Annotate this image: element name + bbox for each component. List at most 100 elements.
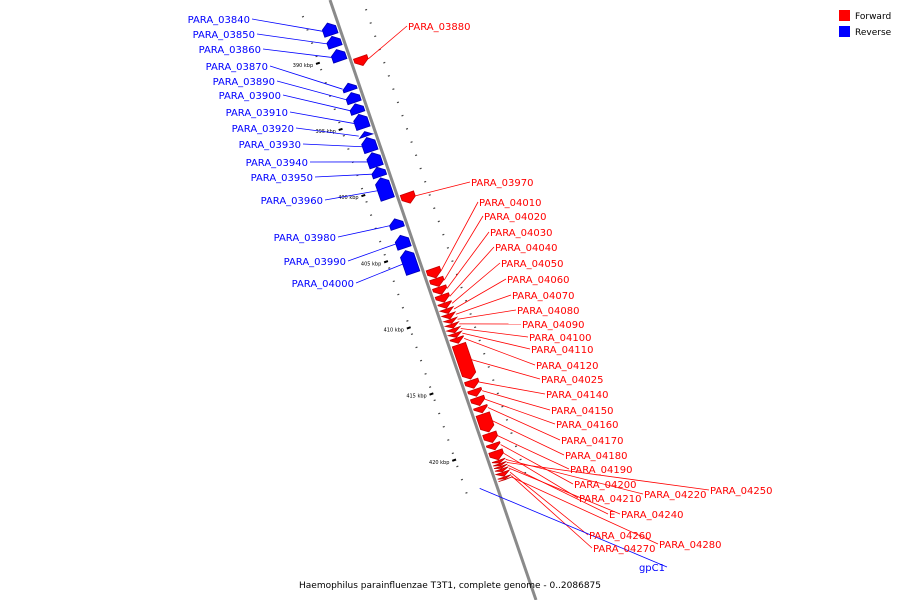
leader-E	[507, 464, 609, 515]
legend: Forward Reverse	[839, 10, 892, 38]
gene-label-PARA_04210: PARA_04210	[579, 494, 641, 505]
minor-tick	[451, 260, 454, 263]
legend-forward-swatch	[839, 10, 850, 21]
minor-tick	[405, 127, 409, 130]
gene-label-PARA_04170: PARA_04170	[561, 436, 623, 447]
leader-PARA_03930	[302, 143, 363, 148]
leader-PARA_04040	[449, 246, 495, 297]
gene-PARA_03870	[342, 82, 358, 94]
gene-PARA_04190	[482, 430, 498, 444]
leader-PARA_04270	[511, 475, 593, 549]
minor-tick	[442, 233, 445, 236]
leader-PARA_04100	[460, 328, 529, 338]
leader-PARA_04240	[508, 467, 621, 515]
minor-tick	[401, 114, 404, 117]
gene-label-PARA_04060: PARA_04060	[507, 275, 569, 286]
gene-label-PARA_04070: PARA_04070	[512, 291, 574, 302]
gene-label-PARA_04025: PARA_04025	[541, 375, 603, 386]
gene-PARA_03900	[349, 103, 366, 116]
minor-tick	[514, 445, 518, 448]
gene-PARA_03950	[371, 166, 388, 180]
gene-label-PARA_04140: PARA_04140	[546, 390, 608, 401]
leader-PARA_04020	[443, 215, 484, 281]
minor-tick	[406, 320, 409, 322]
leader-PARA_03890	[276, 80, 347, 101]
gene-label-PARA_04200: PARA_04200	[574, 480, 636, 491]
leader-PARA_04250	[506, 462, 710, 491]
leader-PARA_03960	[324, 190, 378, 201]
minor-tick	[473, 326, 477, 329]
minor-tick	[428, 194, 431, 196]
leader-PARA_04140	[479, 381, 546, 395]
leader-PARA_04200	[500, 444, 574, 485]
gene-PARA_04080	[442, 316, 459, 324]
minor-tick	[487, 366, 490, 368]
gene-label-PARA_04220: PARA_04220	[644, 490, 706, 501]
minor-tick	[496, 392, 499, 395]
minor-tick	[460, 286, 463, 289]
gene-PARA_04110	[446, 330, 463, 338]
gene-label-PARA_03920: PARA_03920	[232, 124, 294, 135]
leader-PARA_04025	[471, 359, 541, 380]
gene-PARA_03840	[321, 22, 339, 38]
gene-PARA_03920	[358, 131, 375, 140]
leader-PARA_04120	[464, 338, 536, 366]
gene-PARA_04030	[432, 284, 448, 295]
scale-label: 410 kbp	[384, 327, 404, 333]
gene-label-PARA_03880: PARA_03880	[408, 22, 470, 33]
gene-label-PARA_04030: PARA_04030	[490, 228, 552, 239]
minor-tick	[401, 306, 405, 309]
gene-PARA_04260	[494, 469, 511, 477]
leader-PARA_03900	[282, 94, 351, 112]
minor-tick	[387, 75, 390, 77]
minor-tick	[447, 439, 450, 441]
gene-label-PARA_04190: PARA_04190	[570, 465, 632, 476]
leader-PARA_04030	[446, 231, 490, 289]
gene-PARA_03850	[326, 35, 343, 50]
minor-tick	[424, 180, 427, 183]
minor-tick	[501, 405, 504, 408]
gene-PARA_04170	[473, 404, 488, 414]
minor-tick	[333, 108, 336, 111]
gene-PARA_04180	[475, 411, 495, 433]
scale-label: 405 kbp	[361, 261, 381, 267]
minor-tick	[379, 240, 382, 243]
gene-label-PARA_03930: PARA_03930	[239, 140, 301, 151]
gene-label-PARA_03910: PARA_03910	[226, 108, 288, 119]
gene-label-PARA_03900: PARA_03900	[219, 91, 281, 102]
gene-PARA_04120	[449, 335, 464, 344]
minor-tick	[310, 42, 314, 45]
gene-label-PARA_03940: PARA_03940	[246, 158, 308, 169]
gene-label-E: E	[609, 510, 615, 521]
minor-tick	[492, 379, 495, 382]
minor-tick	[369, 22, 372, 24]
gene-label-gpC1: gpC1	[639, 563, 665, 574]
gene-PARA_04050	[437, 300, 452, 309]
minor-tick	[410, 141, 413, 143]
gene-label-PARA_03970: PARA_03970	[471, 178, 533, 189]
minor-tick	[388, 267, 391, 269]
gene-PARA_03990	[394, 234, 412, 251]
gene-PARA_04200	[485, 441, 501, 451]
minor-tick	[505, 418, 509, 421]
minor-tick	[433, 399, 436, 402]
leader-gpC1	[479, 487, 668, 568]
minor-tick	[456, 465, 459, 468]
gene-PARA_03910	[353, 113, 371, 132]
leader-PARA_04280	[511, 476, 659, 545]
leader-PARA_04210	[503, 452, 579, 499]
minor-tick	[428, 386, 432, 388]
leader-PARA_03880	[367, 25, 408, 60]
gene-PARA_04090	[443, 321, 460, 329]
leader-PARA_04190	[497, 435, 570, 470]
gene-PARA_04000	[400, 250, 421, 276]
minor-tick	[364, 8, 368, 11]
gene-label-PARA_04260: PARA_04260	[589, 531, 651, 542]
minor-tick	[374, 35, 377, 38]
gene-PARA_04100	[445, 325, 462, 334]
gene-PARA_03880	[352, 54, 369, 67]
leader-PARA_04150	[481, 390, 551, 411]
legend-reverse-swatch	[839, 26, 850, 37]
minor-tick	[437, 220, 440, 223]
gene-label-PARA_04180: PARA_04180	[565, 451, 627, 462]
